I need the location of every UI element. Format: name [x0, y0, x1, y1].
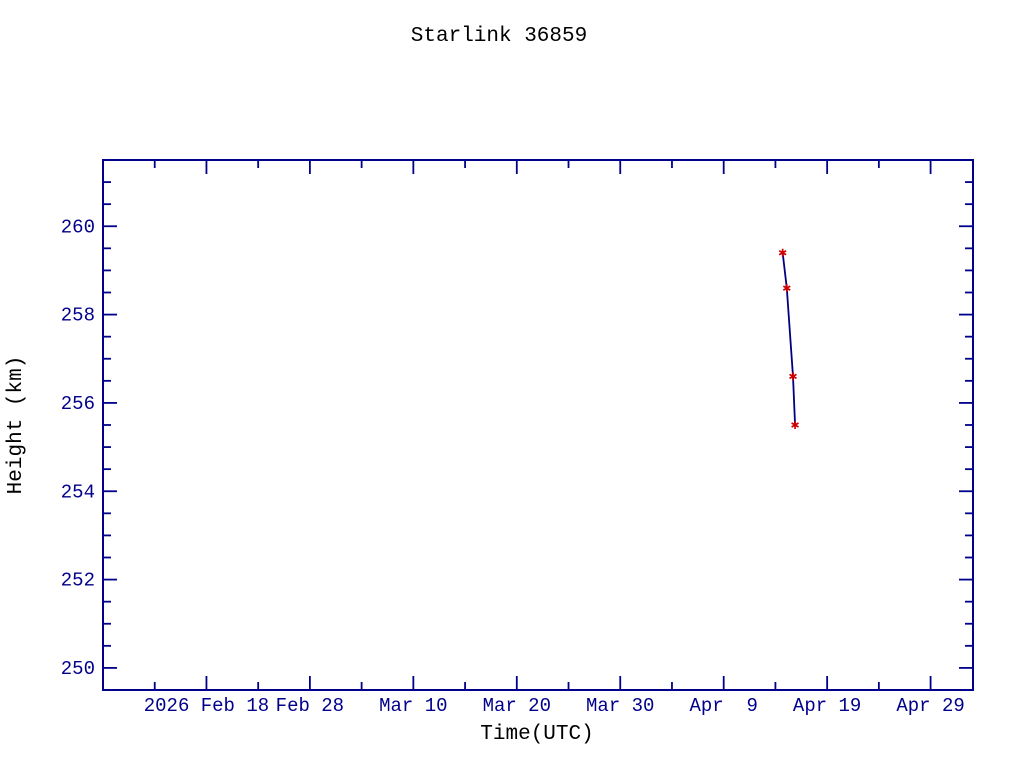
asterisk-stroke	[789, 373, 797, 380]
data-line	[781, 252, 796, 426]
x-tick-label: Apr 9	[689, 695, 757, 717]
chart-title: Starlink 36859	[411, 25, 587, 48]
x-tick-label: Feb 28	[276, 695, 344, 717]
asterisk-stroke	[791, 422, 799, 428]
y-axis-label: Height (km)	[5, 356, 28, 495]
x-tick-label: Apr 19	[793, 695, 861, 717]
y-tick-label: 252	[61, 570, 95, 592]
data-series	[778, 248, 799, 429]
x-tick-label: Mar 20	[483, 695, 551, 717]
plot-frame	[102, 159, 974, 691]
asterisk-stroke	[778, 250, 787, 256]
x-axis-label: Time(UTC)	[480, 723, 593, 746]
data-point-marker	[778, 248, 787, 257]
x-tick-label: Apr 29	[896, 695, 964, 717]
asterisk-stroke	[782, 285, 791, 291]
y-tick-label: 254	[61, 481, 95, 503]
data-point-marker	[782, 284, 791, 293]
x-tick-label: Mar 30	[586, 695, 654, 717]
axis-ticks: 2026 Feb 18 Feb 28 Mar 10 Mar 20 Mar 30 Apr 9…	[61, 160, 973, 717]
y-tick-label: 258	[61, 305, 95, 327]
y-tick-label: 256	[61, 393, 95, 415]
y-tick-label: 250	[61, 658, 95, 680]
data-point-marker	[791, 421, 799, 429]
y-tick-label: 260	[61, 216, 95, 238]
x-tick-label: Mar 10	[379, 695, 447, 717]
data-point-marker	[789, 372, 797, 381]
plot-border	[102, 159, 974, 691]
x-tick-label: 2026 Feb 18	[144, 695, 269, 717]
